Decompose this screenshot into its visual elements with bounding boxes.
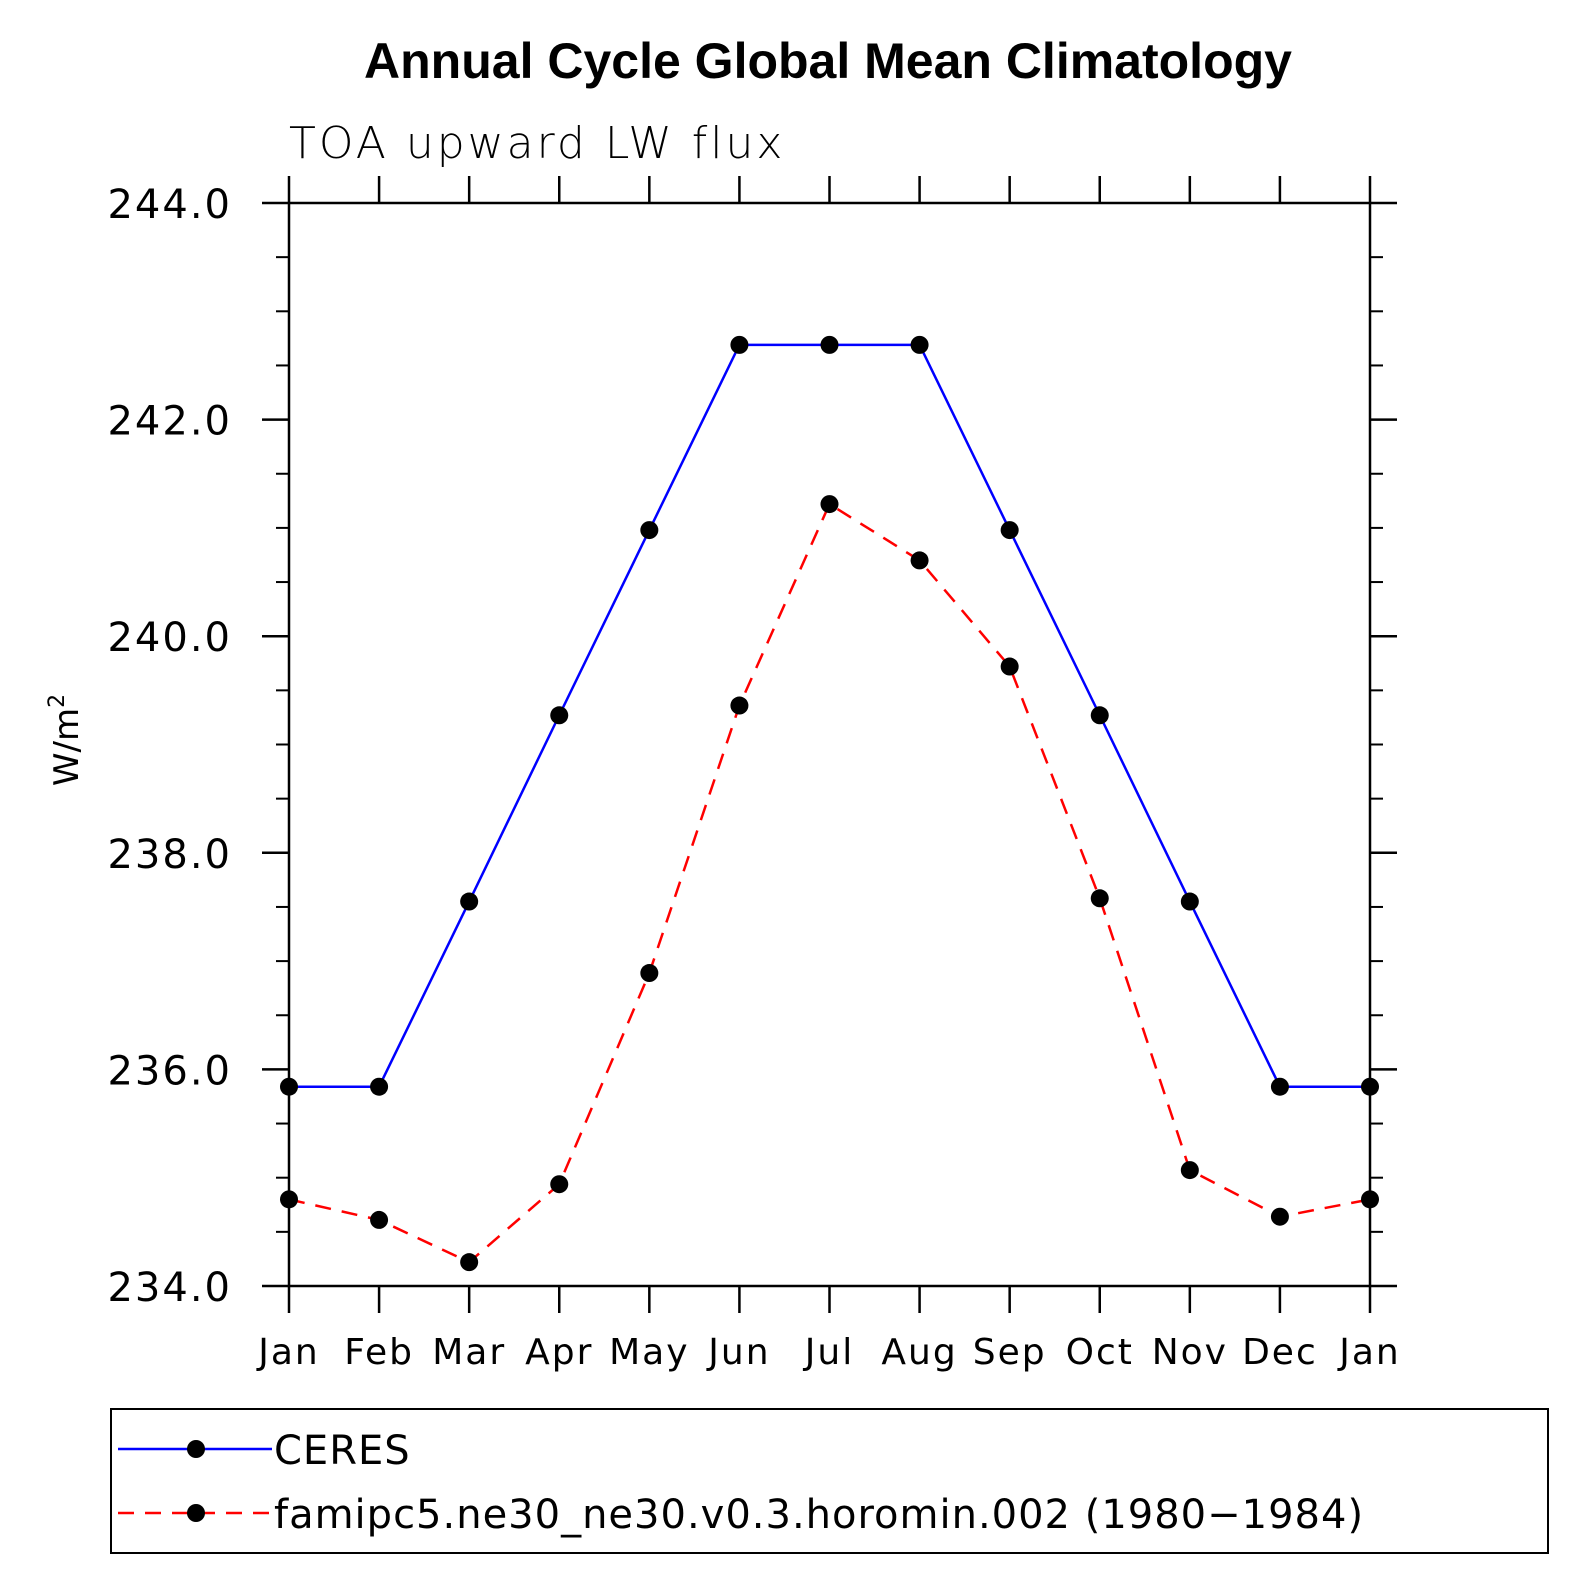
series-1-point — [730, 696, 749, 715]
legend-marker-ceres — [187, 1440, 205, 1458]
series-1-point — [370, 1210, 389, 1229]
y-tick-label: 244.0 — [107, 182, 232, 228]
legend-label-model: famipc5.ne30_ne30.v0.3.horomin.002 (1980… — [274, 1492, 1364, 1538]
axes: Jan Feb Mar Apr May Jun Jul Aug Sep Oct Nov Dec Jan 2… — [107, 176, 1401, 1373]
y-tick-label: 240.0 — [107, 615, 232, 661]
series-1-point — [280, 1190, 298, 1209]
series-0-point — [280, 1077, 298, 1096]
y-axis-label-superscript: 2 — [45, 694, 70, 708]
y-tick-label: 238.0 — [107, 832, 232, 878]
x-tick-label: Oct — [1066, 1332, 1134, 1373]
series-0-point — [820, 335, 839, 354]
series-0-point — [1270, 1077, 1289, 1096]
x-tick-label: Dec — [1242, 1332, 1318, 1373]
series-1-point — [1000, 657, 1019, 676]
series-line-0 — [289, 343, 1370, 1088]
series-1-point — [910, 551, 929, 570]
x-tick-label: Jan — [1337, 1332, 1401, 1373]
series-line-1 — [288, 502, 1371, 1264]
plot-area-frame — [287, 201, 1372, 1288]
series-0-point — [910, 335, 929, 354]
svg-text:W/m2: W/m2 — [45, 694, 87, 786]
y-axis-label: W/m2 — [45, 694, 87, 786]
series-0-point — [550, 706, 569, 725]
legend-box — [110, 1408, 1549, 1554]
series-0-point — [1361, 1077, 1379, 1096]
series-0-point — [1180, 892, 1199, 911]
x-tick-label: Sep — [973, 1332, 1047, 1373]
series-1-point — [820, 495, 839, 514]
chart-subtitle: TOA upward LW flux — [289, 118, 785, 169]
x-tick-label: Aug — [881, 1332, 957, 1373]
series-0-point — [370, 1077, 389, 1096]
series-0-point — [730, 335, 749, 354]
series-1-point — [1361, 1190, 1379, 1209]
x-tick-label: Nov — [1152, 1332, 1228, 1373]
series-lines — [288, 343, 1371, 1264]
series-0-point — [640, 521, 659, 540]
y-tick-label: 242.0 — [107, 399, 232, 445]
y-tick-label: 234.0 — [107, 1265, 232, 1311]
legend-marker-model — [187, 1504, 205, 1522]
series-1-point — [640, 964, 659, 983]
y-tick-label: 236.0 — [107, 1048, 232, 1094]
legend: CERES famipc5.ne30_ne30.v0.3.horomin.002… — [110, 1408, 1549, 1554]
series-1-point — [1090, 889, 1109, 908]
legend-label-ceres: CERES — [274, 1428, 411, 1474]
series-1-point — [1180, 1161, 1199, 1180]
x-tick-label: May — [609, 1332, 689, 1373]
x-tick-label: Jul — [803, 1332, 854, 1373]
series-0-point — [1000, 521, 1019, 540]
series-0-point — [1090, 706, 1109, 725]
series-1-point — [460, 1253, 479, 1272]
series-0-point — [460, 892, 479, 911]
chart-title: Annual Cycle Global Mean Climatology — [364, 33, 1292, 89]
series-1-point — [550, 1175, 569, 1194]
y-axis-label-text: W/m — [47, 708, 87, 786]
series-markers — [280, 335, 1379, 1272]
series-1-point — [1270, 1207, 1289, 1226]
x-tick-label: Feb — [344, 1332, 414, 1373]
x-tick-label: Apr — [525, 1332, 593, 1373]
x-tick-label: Jan — [256, 1332, 320, 1373]
x-tick-label: Mar — [432, 1332, 506, 1373]
x-tick-label: Jun — [706, 1332, 770, 1373]
